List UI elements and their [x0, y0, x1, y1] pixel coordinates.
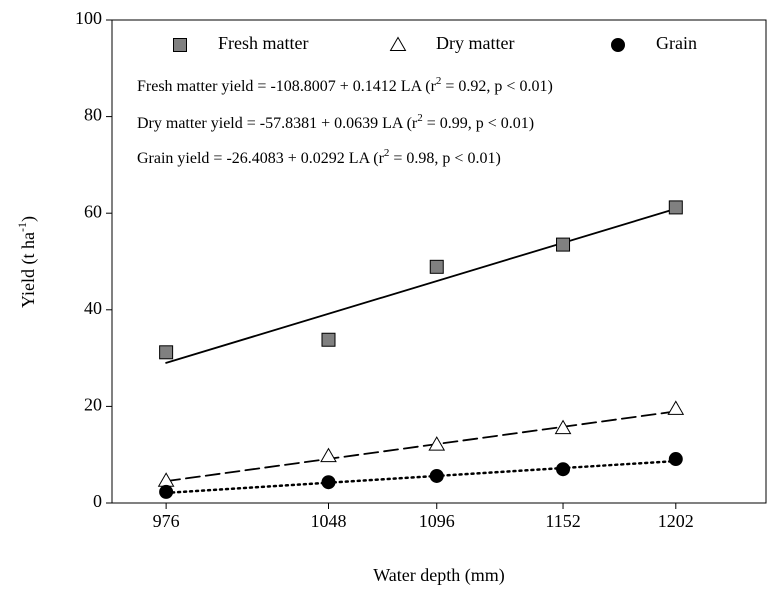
marker-square [173, 38, 187, 52]
y-axis-label-part: -1 [15, 222, 29, 232]
x-tick-label: 1048 [310, 511, 346, 531]
marker-circle [321, 475, 336, 490]
marker-circle [429, 468, 444, 483]
y-axis-label: Yield (t ha-1) [15, 216, 39, 308]
x-tick-label: 1202 [658, 511, 694, 531]
equation-part: Fresh matter yield = -108.8007 + 0.1412 … [137, 78, 437, 95]
equation-part: Dry matter yield = -57.8381 + 0.0639 LA … [137, 115, 418, 132]
marker-square [668, 200, 683, 215]
x-tick-label: 1096 [419, 511, 455, 531]
x-axis-label: Water depth (mm) [373, 565, 505, 586]
y-tick-label: 0 [93, 491, 102, 511]
equation-part: = 0.98, p < 0.01) [389, 150, 500, 167]
marker-triangle [428, 436, 446, 451]
marker-square [429, 259, 444, 274]
equation-part: 2 [417, 112, 423, 124]
marker-square [556, 237, 571, 252]
y-tick-label: 100 [75, 8, 102, 28]
x-tick-label: 1152 [545, 511, 580, 531]
marker-triangle [320, 447, 337, 463]
marker-triangle [667, 400, 685, 415]
regression-line [165, 207, 677, 364]
y-tick-label: 80 [84, 105, 102, 125]
equation: Grain yield = -26.4083 + 0.0292 LA (r2 =… [137, 147, 501, 167]
plot-frame [111, 19, 767, 504]
y-tick-label: 40 [84, 298, 102, 318]
equation: Fresh matter yield = -108.8007 + 0.1412 … [137, 75, 553, 95]
y-axis-label-part: ) [18, 216, 39, 222]
regression-line [164, 459, 678, 495]
y-tick-label: 60 [84, 201, 102, 221]
marker-square [159, 345, 174, 360]
regression-line [165, 410, 677, 483]
equation-part: = 0.92, p < 0.01) [441, 78, 552, 95]
marker-triangle [389, 36, 407, 52]
marker-circle [159, 484, 174, 499]
marker-circle [668, 452, 683, 467]
x-tick-label: 976 [153, 511, 180, 531]
marker-circle [611, 38, 625, 52]
marker-square [321, 332, 336, 347]
legend-label: Grain [656, 33, 697, 53]
equation-part: 2 [436, 75, 442, 87]
y-axis-label-part: Yield (t ha [18, 232, 39, 308]
marker-triangle [554, 419, 572, 435]
legend-label: Dry matter [436, 33, 514, 53]
y-tick-label: 20 [84, 395, 102, 415]
equation-part: = 0.99, p < 0.01) [423, 115, 534, 132]
equation: Dry matter yield = -57.8381 + 0.0639 LA … [137, 112, 534, 132]
marker-circle [556, 462, 571, 477]
equation-part: Grain yield = -26.4083 + 0.0292 LA (r [137, 150, 385, 167]
legend-label: Fresh matter [218, 33, 308, 53]
equation-part: 2 [384, 147, 390, 159]
